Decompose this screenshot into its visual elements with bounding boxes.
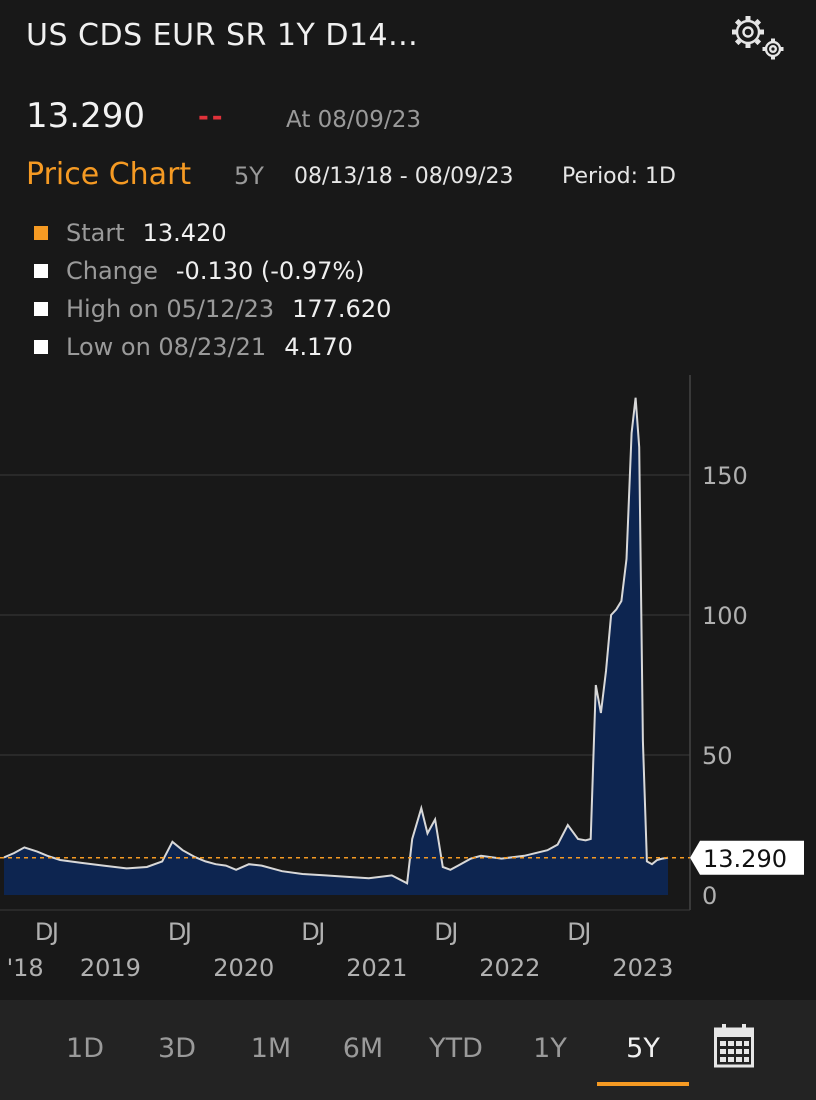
range-1d-button[interactable]: 1D [66,1033,104,1064]
y-tick-label: 50 [702,742,733,770]
legend-change: Change -0.130 (-0.97%) [34,252,391,290]
range-ytd-button[interactable]: YTD [429,1033,483,1064]
legend-start-swatch [34,226,48,240]
as-of-date: At 08/09/23 [286,107,421,133]
last-price-tag: 13.290 [690,840,804,875]
x-year-label: 2020 [213,954,274,982]
x-tick-label: J [316,918,325,946]
x-tick-label: J [183,918,192,946]
legend-high: High on 05/12/23 177.620 [34,290,391,328]
x-tick-label: D [301,918,319,946]
legend-label: High on 05/12/23 [66,295,275,323]
x-year-label: 2023 [612,954,673,982]
legend-value: 4.170 [284,333,353,361]
legend-change-swatch [34,264,48,278]
x-year-label: 2021 [346,954,407,982]
range-3d-button[interactable]: 3D [158,1033,196,1064]
price-line [3,397,669,885]
x-year-label: '18 [7,954,44,982]
price-area [4,397,668,895]
price-change: -- [198,102,226,132]
range-1m-button[interactable]: 1M [250,1033,292,1064]
chart-period: Period: 1D [562,164,676,189]
legend-label: Start [66,219,125,247]
x-tick-label: J [50,918,59,946]
legend-start: Start 13.420 [34,214,391,252]
y-tick-label: 150 [702,462,748,490]
y-tick-label: 0 [702,882,717,910]
range-nav-bar: 1D 3D 1M 6M YTD 1Y 5Y [0,1000,816,1100]
legend-low: Low on 08/23/21 4.170 [34,328,391,366]
range-5y-button[interactable]: 5Y [626,1033,660,1064]
range-6m-button[interactable]: 6M [342,1033,384,1064]
x-tick-label: J [582,918,591,946]
last-price-tag-label: 13.290 [703,845,787,873]
last-price-tag-shape [690,840,804,875]
chart-title: Price Chart [26,157,192,192]
chart-legend: Start 13.420 Change -0.130 (-0.97%) High… [34,214,391,366]
security-title: US CDS EUR SR 1Y D14... [26,18,419,53]
chart-date-range: 08/13/18 - 08/09/23 [294,164,514,189]
legend-value: 13.420 [142,219,227,247]
legend-value: 177.620 [292,295,392,323]
calendar-icon[interactable] [714,1024,754,1068]
active-range-indicator [597,1082,689,1086]
legend-label: Low on 08/23/21 [66,333,267,361]
x-tick-label: D [168,918,186,946]
last-price: 13.290 [26,96,145,136]
x-tick-label: D [567,918,585,946]
x-tick-label: J [449,918,458,946]
legend-low-swatch [34,340,48,354]
x-year-label: 2022 [479,954,540,982]
x-year-label: 2019 [80,954,141,982]
range-1y-button[interactable]: 1Y [533,1033,567,1064]
y-tick-label: 100 [702,602,748,630]
legend-high-swatch [34,302,48,316]
legend-value: -0.130 (-0.97%) [175,257,365,285]
settings-gear-icon[interactable] [726,10,792,66]
x-tick-label: D [35,918,53,946]
x-tick-label: D [434,918,452,946]
chart-range[interactable]: 5Y [234,162,264,190]
legend-label: Change [66,257,158,285]
